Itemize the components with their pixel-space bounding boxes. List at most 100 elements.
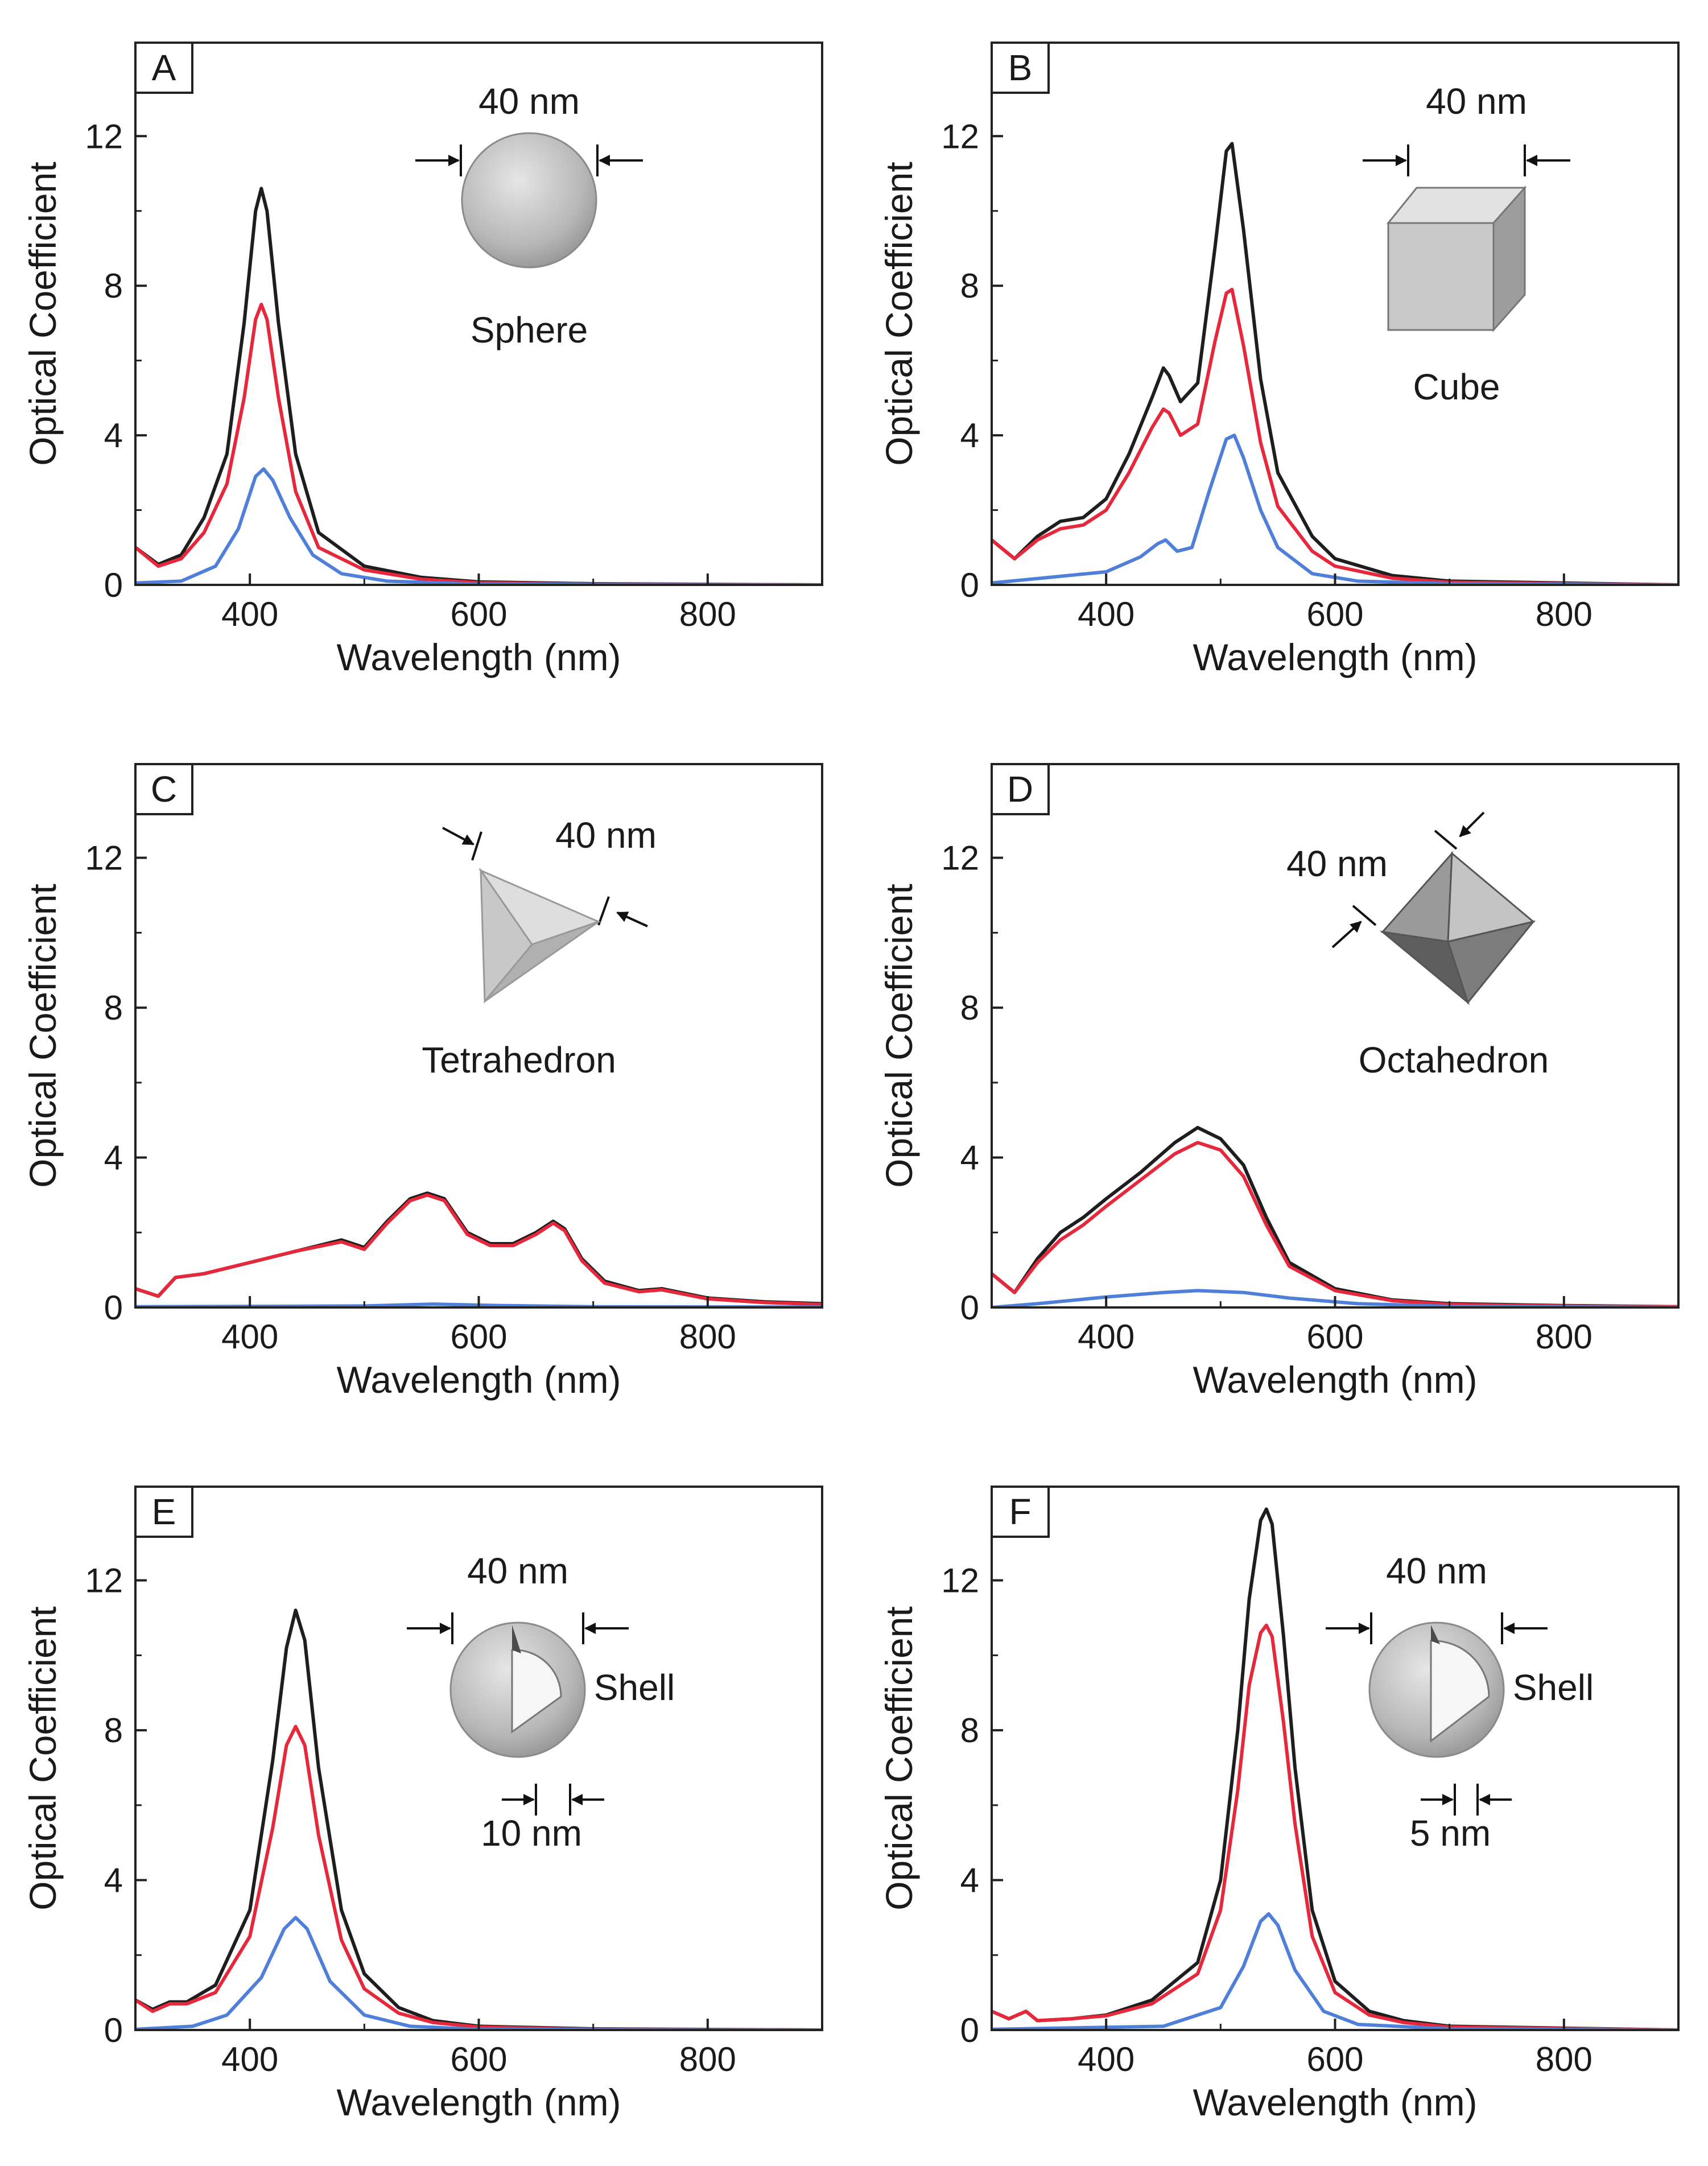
- y-tick-label: 12: [85, 1562, 123, 1600]
- shape-inset: 40 nm Tetrahedron: [422, 815, 657, 1080]
- x-tick-label: 600: [450, 2040, 507, 2078]
- shape-inset: 40 nm Cube: [1363, 81, 1570, 407]
- panel-letter: C: [151, 769, 177, 810]
- thickness-label: 10 nm: [481, 1813, 582, 1854]
- shape-label: Shell: [594, 1667, 675, 1708]
- series-blue-line: [992, 434, 1678, 585]
- x-tick-label: 400: [1078, 2040, 1134, 2078]
- y-tick-label: 12: [941, 839, 979, 877]
- y-tick-label: 0: [960, 2011, 979, 2049]
- x-axis-label: Wavelength (nm): [336, 1359, 621, 1401]
- x-axis-label: Wavelength (nm): [1193, 2081, 1477, 2123]
- sphere-icon: [461, 132, 597, 269]
- shape-label: Shell: [1513, 1667, 1594, 1708]
- shell-icon: [449, 1622, 586, 1758]
- y-axis-label: Optical Coefficient: [878, 162, 920, 465]
- y-tick-label: 0: [960, 1289, 979, 1327]
- y-tick-label: 8: [960, 1711, 979, 1750]
- dimension-bar: [1352, 905, 1377, 926]
- x-tick-label: 600: [1306, 1318, 1363, 1356]
- shape-label: Cube: [1413, 366, 1500, 407]
- dimension-arrow: [616, 911, 648, 927]
- series-red-line: [135, 303, 822, 585]
- y-tick-label: 12: [941, 1562, 979, 1600]
- dimension-arrow: [1331, 921, 1362, 948]
- panel-a: 400 600 800 0 4 8 12 Wavelength (nm) Optical Coe…: [22, 42, 823, 678]
- x-tick-label: 400: [221, 595, 278, 633]
- dimension-label: 40 nm: [1386, 1550, 1487, 1591]
- dimension-arrow: [442, 827, 475, 845]
- series-blue-line: [135, 467, 822, 585]
- panel-f: 400 600 800 0 4 8 12 Wavelength (nm) Optical Coe…: [878, 1486, 1680, 2123]
- octahedron-face-4: [1447, 920, 1536, 1005]
- shell-cut-edge: [512, 1625, 521, 1653]
- series-red-line: [135, 1724, 822, 2030]
- shell-cut-edge: [1431, 1625, 1440, 1644]
- x-axis-label: Wavelength (nm): [1193, 1359, 1477, 1401]
- x-tick-label: 400: [1078, 595, 1134, 633]
- panel-letter-box: [134, 42, 193, 94]
- x-tick-label: 400: [221, 1318, 278, 1356]
- series-blue-line: [135, 1916, 822, 2030]
- y-tick-label: 12: [941, 117, 979, 155]
- shape-label: Tetrahedron: [422, 1039, 616, 1080]
- y-axis-label: Optical Coefficient: [878, 1606, 920, 1910]
- series-group: [135, 1608, 822, 2030]
- y-tick-label: 4: [104, 1139, 123, 1177]
- x-tick-label: 800: [1536, 1318, 1593, 1356]
- panel-letter: D: [1007, 769, 1033, 810]
- x-axis-label: Wavelength (nm): [336, 636, 621, 678]
- x-tick-label: 800: [679, 595, 736, 633]
- x-tick-label: 600: [1306, 2040, 1363, 2078]
- y-tick-label: 0: [104, 1289, 123, 1327]
- series-group: [135, 187, 822, 585]
- panel-letter-box: [134, 1486, 193, 1538]
- dimension-label: 40 nm: [478, 81, 580, 122]
- y-tick-label: 0: [960, 566, 979, 604]
- dimension-label: 40 nm: [1286, 843, 1388, 884]
- x-tick-label: 400: [221, 2040, 278, 2078]
- dimension-label: 40 nm: [1426, 81, 1527, 122]
- panel-e: 400 600 800 0 4 8 12 Wavelength (nm) Optical Coe…: [22, 1486, 823, 2123]
- thickness-label: 5 nm: [1410, 1813, 1491, 1854]
- shape-inset: 40 nm Octahedron: [1286, 811, 1549, 1080]
- cube-front-face: [1387, 222, 1495, 331]
- series-group: [992, 1125, 1678, 1307]
- shape-inset: 40 nm Shell 10 nm: [407, 1550, 675, 1854]
- series-red-line: [992, 1623, 1678, 2030]
- x-axis-label: Wavelength (nm): [336, 2081, 621, 2123]
- series-red-line: [992, 287, 1678, 585]
- panel-letter: F: [1009, 1491, 1031, 1532]
- x-tick-label: 600: [1306, 595, 1363, 633]
- shell-icon: [1368, 1622, 1505, 1758]
- panel-letter-box: [991, 1486, 1050, 1538]
- y-axis-label: Optical Coefficient: [22, 162, 64, 465]
- series-red-line: [135, 1193, 822, 1306]
- x-tick-label: 800: [679, 2040, 736, 2078]
- series-red-line: [992, 1141, 1678, 1307]
- series-blue-line: [992, 1289, 1678, 1307]
- y-tick-label: 0: [104, 2011, 123, 2049]
- dimension-bar: [471, 831, 482, 861]
- series-group: [992, 1507, 1678, 2030]
- panel-letter: A: [152, 47, 176, 88]
- tetrahedron-icon: [478, 867, 601, 1004]
- panel-letter-box: [991, 42, 1050, 94]
- panel-letter-box: [134, 763, 193, 815]
- panel-letter: E: [152, 1491, 176, 1532]
- y-tick-label: 4: [960, 416, 979, 455]
- x-tick-label: 800: [679, 1318, 736, 1356]
- y-axis-label: Optical Coefficient: [878, 884, 920, 1187]
- dimension-arrow: [1459, 811, 1485, 837]
- y-tick-label: 8: [104, 1711, 123, 1750]
- panel-d: 400 600 800 0 4 8 12 Wavelength (nm) Optical Coe…: [878, 763, 1680, 1401]
- y-tick-label: 0: [104, 566, 123, 604]
- y-tick-label: 4: [960, 1862, 979, 1900]
- cube-side-face: [1492, 185, 1526, 332]
- tetrahedron-face-right: [484, 921, 599, 1002]
- y-tick-label: 8: [104, 267, 123, 305]
- y-tick-label: 4: [104, 1862, 123, 1900]
- series-blue-line: [992, 1912, 1678, 2030]
